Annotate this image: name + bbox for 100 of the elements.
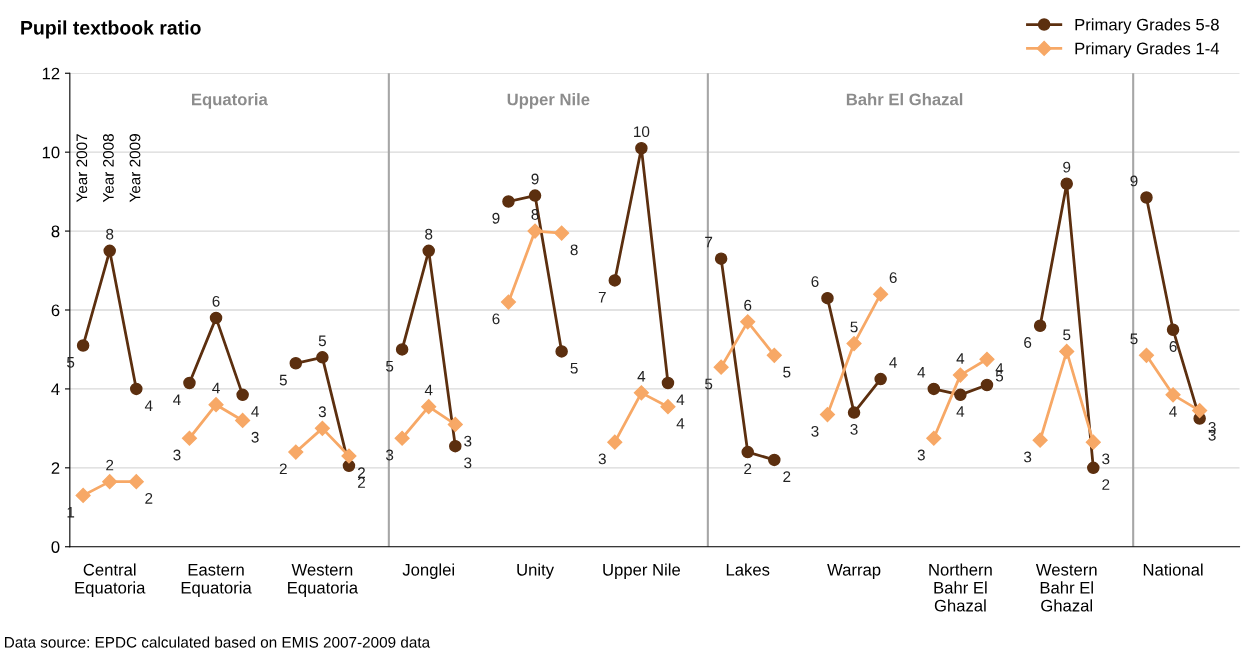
point [502,195,515,208]
point [846,335,862,352]
point [768,453,781,467]
data-label: 3 [464,457,472,469]
legend-label: Primary Grades 1-4 [1075,42,1220,58]
data-label: 4 [1169,406,1177,417]
annotation: Year 2009 [129,134,141,203]
point [1166,323,1180,336]
data-label: 5 [570,362,578,374]
data-label: 4 [251,406,259,417]
point [421,399,437,415]
data-label: 3 [251,431,259,443]
data-label: 6 [212,295,220,307]
point [1138,347,1155,363]
data-label: 2 [279,463,287,475]
data-label: 4 [424,384,433,396]
point [1140,191,1153,204]
x-tick-label: Western Bahr El Ghazal [1035,564,1097,612]
annotation: Year 2007 [76,134,88,203]
data-label: 3 [1023,451,1032,463]
data-label: 7 [705,236,713,248]
data-label: 4 [889,357,897,368]
data-label: 3 [811,425,819,437]
data-label: 4 [676,418,685,429]
annotation: Bahr El Ghazal [846,93,963,106]
point [1085,434,1101,450]
point [528,189,542,202]
point [741,445,754,459]
point [926,430,942,446]
point [314,420,330,436]
data-label: 6 [492,313,500,325]
data-label: 6 [1024,337,1032,348]
data-label: 4 [173,394,181,405]
point [766,347,782,363]
point [102,474,118,490]
point [821,291,834,305]
x-tick-label: Northern Bahr El Ghazal [929,563,992,612]
point [740,314,756,330]
x-tick-label: Lakes [726,563,770,576]
point [128,474,144,490]
data-label: 6 [811,276,819,287]
data-label: 4 [676,394,685,405]
data-label: 2 [106,459,114,471]
data-label: 3 [173,449,181,461]
data-label: 9 [1130,175,1138,187]
annotation: Upper Nile [507,93,590,109]
data-label: 6 [889,272,897,284]
point [422,244,435,258]
point [500,294,517,310]
point [1087,461,1100,475]
data-label: 4 [956,353,965,364]
x-tick-label: Warrap [827,564,881,579]
data-label: 5 [318,335,326,347]
point [1165,387,1181,403]
y-tick-label: 10 [42,146,60,159]
point [1032,432,1048,448]
data-label: 9 [531,173,539,185]
point [1192,403,1208,419]
data-label: 2 [145,492,153,504]
data-label: 2 [1102,479,1110,490]
point [183,376,196,390]
point [1033,319,1047,333]
data-label: 6 [744,299,752,311]
x-tick-label: Western Equatoria [288,564,359,597]
point [316,351,329,364]
point [927,382,941,396]
y-tick-label: 4 [51,383,60,395]
data-label: 5 [385,360,394,372]
point [608,274,622,287]
data-label: 9 [1063,161,1071,173]
data-label: 7 [598,291,606,303]
point [1059,343,1075,359]
data-label: 6 [1169,341,1177,352]
data-label: 4 [212,382,220,394]
x-tick-label: Central Equatoria [75,563,146,597]
data-label: 9 [492,212,500,224]
point [289,357,303,370]
data-label: 8 [106,228,114,240]
point [714,252,728,265]
data-label: 4 [917,367,926,378]
data-label: 4 [956,406,965,417]
point [235,412,251,429]
point [76,339,90,352]
data-label: 2 [783,471,791,482]
y-tick-label: 2 [51,462,60,474]
data-label: 8 [570,244,578,256]
point [395,343,409,356]
point [847,406,861,419]
data-label: 3 [318,406,326,418]
point [952,367,968,383]
point [208,397,224,413]
point [979,351,995,367]
point [394,430,410,446]
point [660,399,676,415]
point [819,406,836,423]
point [554,225,570,241]
x-tick-label: Jonglei [402,563,454,579]
annotation: Equatoria [192,93,268,109]
point [449,439,462,453]
point [607,434,623,450]
